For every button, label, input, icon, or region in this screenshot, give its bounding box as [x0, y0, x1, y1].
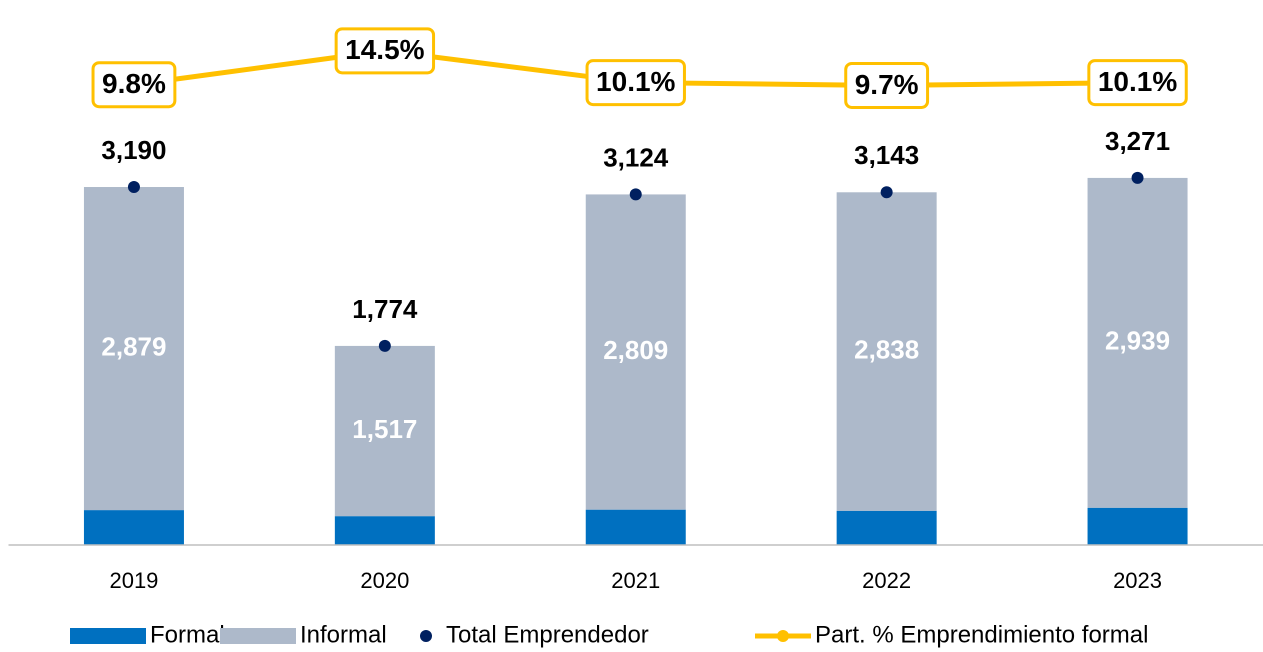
- bar-segment: [334, 516, 435, 545]
- total-dot: [629, 188, 642, 201]
- bar-segment: [585, 194, 686, 510]
- bar-segment: [83, 510, 184, 545]
- total-dot: [880, 186, 893, 199]
- bar-segment: [836, 192, 937, 511]
- x-tick-label: 2023: [1113, 568, 1162, 593]
- percent-label-box: [334, 27, 436, 75]
- percent-label: 9.8%: [102, 68, 166, 99]
- legend-swatch: [70, 628, 146, 644]
- total-label: 3,124: [603, 142, 669, 172]
- bar-label: 2,838: [854, 334, 919, 364]
- legend-label: Total Emprendedor: [446, 621, 649, 648]
- legend-swatch: [220, 628, 296, 644]
- bar-segment: [83, 187, 184, 511]
- bar-label: 2,809: [603, 335, 668, 365]
- x-tick-label: 2019: [109, 568, 158, 593]
- percent-label-box: [91, 61, 177, 109]
- bar-segment: [334, 345, 435, 517]
- bar-segment: [836, 510, 937, 545]
- total-dot: [378, 339, 391, 352]
- total-label: 1,774: [352, 294, 418, 324]
- percent-label: 10.1%: [1098, 66, 1177, 97]
- total-label: 3,271: [1105, 126, 1170, 156]
- total-label: 3,190: [101, 135, 166, 165]
- percent-label-box: [844, 61, 930, 109]
- percent-label-box: [585, 59, 686, 107]
- x-tick-label: 2021: [611, 568, 660, 593]
- percent-label: 9.7%: [855, 69, 919, 100]
- bar-label: 2,879: [101, 331, 166, 361]
- x-tick-label: 2022: [862, 568, 911, 593]
- legend-swatch: [777, 630, 789, 642]
- legend-swatch: [420, 630, 432, 642]
- legend-label: Part. % Emprendimiento formal: [815, 621, 1148, 648]
- percent-label: 10.1%: [596, 66, 675, 97]
- legend-label: Formal: [150, 621, 225, 648]
- bar-label: 2,939: [1105, 326, 1170, 356]
- x-tick-label: 2020: [360, 568, 409, 593]
- percent-label-box: [1087, 59, 1188, 107]
- bar-label: 1,517: [352, 414, 417, 444]
- bar-segment: [585, 509, 686, 545]
- bar-segment: [1087, 177, 1188, 508]
- legend-label: Informal: [300, 621, 387, 648]
- total-label: 3,143: [854, 140, 919, 170]
- percent-label: 14.5%: [345, 34, 424, 65]
- total-dot: [127, 181, 140, 194]
- bar-segment: [1087, 507, 1188, 545]
- total-dot: [1131, 171, 1144, 184]
